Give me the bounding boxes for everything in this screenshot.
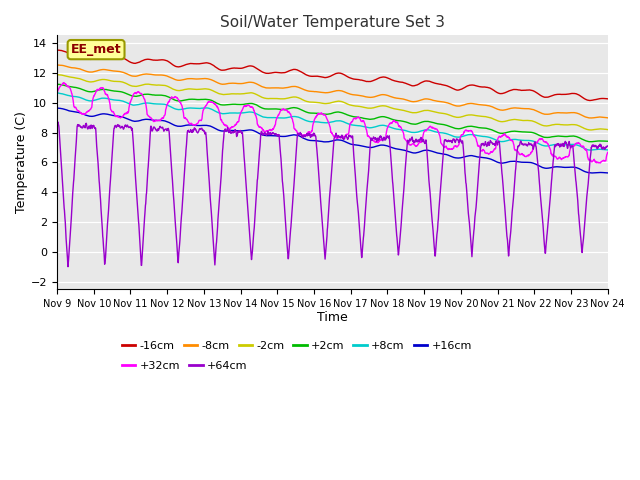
-2cm xyxy=(53,72,61,77)
-2cm xyxy=(587,127,595,133)
+64cm xyxy=(588,143,596,148)
+32cm xyxy=(604,149,612,155)
-2cm xyxy=(487,115,495,120)
-2cm xyxy=(321,101,328,107)
Title: Soil/Water Temperature Set 3: Soil/Water Temperature Set 3 xyxy=(220,15,445,30)
-2cm xyxy=(307,99,314,105)
Line: +8cm: +8cm xyxy=(57,93,608,150)
+32cm xyxy=(596,160,604,166)
+32cm xyxy=(487,149,495,155)
+64cm xyxy=(64,264,72,270)
+16cm xyxy=(53,105,61,111)
+16cm xyxy=(487,156,495,162)
-8cm xyxy=(588,115,596,121)
-8cm xyxy=(321,90,328,96)
+2cm xyxy=(604,138,612,144)
Legend: +32cm, +64cm: +32cm, +64cm xyxy=(118,357,252,375)
-2cm xyxy=(604,127,612,132)
+8cm xyxy=(321,120,329,126)
-16cm xyxy=(586,97,594,103)
+2cm xyxy=(588,139,596,144)
+64cm xyxy=(589,143,596,148)
+16cm xyxy=(588,170,596,176)
-8cm xyxy=(587,115,595,121)
Line: +2cm: +2cm xyxy=(57,84,608,142)
+32cm xyxy=(53,90,61,96)
-8cm xyxy=(604,115,612,121)
+8cm xyxy=(586,147,594,153)
+16cm xyxy=(588,170,596,176)
+64cm xyxy=(82,121,90,127)
X-axis label: Time: Time xyxy=(317,311,348,324)
+2cm xyxy=(307,110,314,116)
+64cm xyxy=(54,119,61,125)
-8cm xyxy=(53,62,61,68)
+2cm xyxy=(53,81,61,87)
-16cm xyxy=(53,47,61,53)
-16cm xyxy=(588,97,596,103)
-16cm xyxy=(321,75,328,81)
-2cm xyxy=(81,78,89,84)
+32cm xyxy=(588,159,596,165)
+32cm xyxy=(60,80,67,86)
+2cm xyxy=(321,111,328,117)
+32cm xyxy=(307,130,314,136)
+16cm xyxy=(81,112,89,118)
+8cm xyxy=(588,147,596,153)
+8cm xyxy=(307,119,314,124)
+64cm xyxy=(604,144,612,149)
Y-axis label: Temperature (C): Temperature (C) xyxy=(15,111,28,213)
+32cm xyxy=(588,159,596,165)
Line: -16cm: -16cm xyxy=(57,50,608,100)
+32cm xyxy=(321,112,329,118)
Line: +32cm: +32cm xyxy=(57,83,608,163)
-2cm xyxy=(588,127,596,133)
+16cm xyxy=(321,139,328,145)
-8cm xyxy=(307,88,314,94)
+64cm xyxy=(488,139,495,145)
+8cm xyxy=(81,97,89,103)
+8cm xyxy=(53,90,61,96)
+64cm xyxy=(307,134,315,140)
Text: EE_met: EE_met xyxy=(71,43,122,56)
-16cm xyxy=(487,85,495,91)
+64cm xyxy=(53,121,61,127)
+8cm xyxy=(487,135,495,141)
+2cm xyxy=(81,88,89,94)
-16cm xyxy=(81,55,89,60)
+16cm xyxy=(588,170,595,176)
-16cm xyxy=(604,96,612,102)
+2cm xyxy=(487,127,495,132)
+16cm xyxy=(307,138,314,144)
+2cm xyxy=(588,139,596,144)
Line: +16cm: +16cm xyxy=(57,108,608,173)
+8cm xyxy=(604,147,612,153)
+32cm xyxy=(81,111,89,117)
+2cm xyxy=(588,139,595,144)
+8cm xyxy=(589,147,596,153)
Line: +64cm: +64cm xyxy=(57,122,608,267)
Line: -2cm: -2cm xyxy=(57,74,608,130)
-16cm xyxy=(307,73,314,79)
-2cm xyxy=(588,127,596,133)
+64cm xyxy=(321,253,329,259)
+8cm xyxy=(53,90,61,96)
+16cm xyxy=(604,170,612,176)
-8cm xyxy=(81,68,89,74)
-16cm xyxy=(588,97,596,103)
-8cm xyxy=(588,115,596,121)
Line: -8cm: -8cm xyxy=(57,65,608,118)
-8cm xyxy=(487,104,495,109)
